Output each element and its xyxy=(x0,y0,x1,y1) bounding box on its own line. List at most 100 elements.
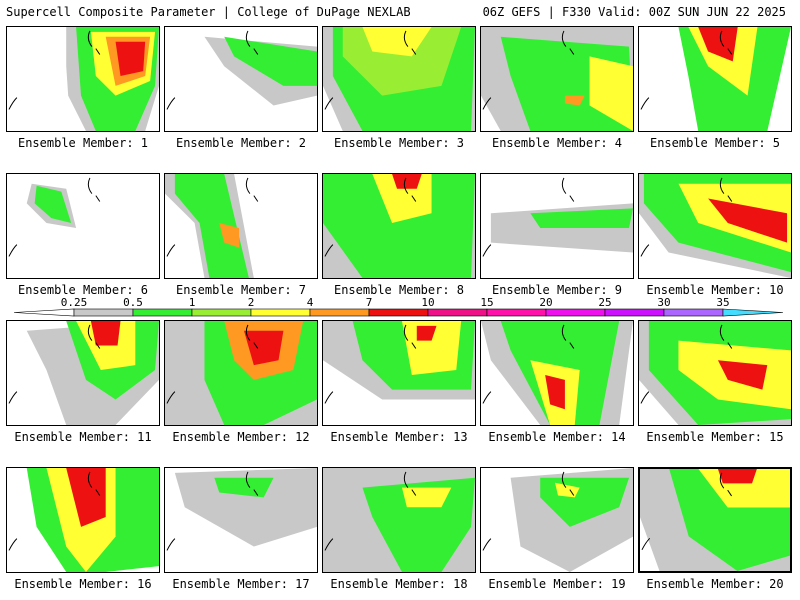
scp-contour-2 xyxy=(589,56,633,131)
ensemble-member-label: Ensemble Member: 8 xyxy=(333,283,465,297)
ensemble-member-label: Ensemble Member: 1 xyxy=(17,136,149,150)
ensemble-map-15 xyxy=(638,320,792,426)
ensemble-map-18 xyxy=(322,467,476,573)
coastline xyxy=(641,472,732,551)
legend-swatch-35 xyxy=(722,308,784,317)
legend-swatch-25 xyxy=(604,308,665,317)
ensemble-map-19 xyxy=(480,467,634,573)
scp-contour-0.25 xyxy=(174,468,317,547)
coastline xyxy=(8,177,101,257)
coastline xyxy=(482,30,575,110)
scp-contour-0.5 xyxy=(34,185,72,224)
scp-contour-7 xyxy=(66,468,106,527)
scp-contour-7 xyxy=(545,374,565,410)
ensemble-member-label: Ensemble Member: 6 xyxy=(17,283,149,297)
ensemble-map-2 xyxy=(164,26,318,132)
ensemble-member-label: Ensemble Member: 5 xyxy=(649,136,781,150)
ensemble-map-20 xyxy=(638,467,792,573)
scp-contour-7 xyxy=(392,174,422,189)
legend-tick-label: 4 xyxy=(307,296,314,309)
ensemble-map-13 xyxy=(322,320,476,426)
legend-tick-label: 0.5 xyxy=(123,296,143,309)
ensemble-map-3 xyxy=(322,26,476,132)
ensemble-map-14 xyxy=(480,320,634,426)
coastline xyxy=(324,324,417,404)
scp-contour-0.5 xyxy=(530,208,633,228)
map-title: Supercell Composite Parameter | College … xyxy=(6,5,411,19)
legend-tick-label: 35 xyxy=(716,296,729,309)
legend-tick-label: 1 xyxy=(189,296,196,309)
ensemble-map-16 xyxy=(6,467,160,573)
ensemble-member-label: Ensemble Member: 11 xyxy=(14,430,152,444)
legend-tick-label: 15 xyxy=(480,296,493,309)
ensemble-map-1 xyxy=(6,26,160,132)
coastline xyxy=(640,177,733,257)
ensemble-map-11 xyxy=(6,320,160,426)
ensemble-map-10 xyxy=(638,173,792,279)
scp-contour-2 xyxy=(401,321,462,375)
scp-contour-0.5 xyxy=(362,477,475,572)
ensemble-map-5 xyxy=(638,26,792,132)
ensemble-member-label: Ensemble Member: 18 xyxy=(330,577,468,591)
ensemble-member-label: Ensemble Member: 3 xyxy=(333,136,465,150)
ensemble-member-label: Ensemble Member: 13 xyxy=(330,430,468,444)
scp-contour-4 xyxy=(564,95,585,106)
coastline xyxy=(640,30,733,110)
scp-contour-2 xyxy=(76,321,136,371)
ensemble-member-label: Ensemble Member: 12 xyxy=(172,430,310,444)
coastline xyxy=(166,177,259,257)
scp-contour-7 xyxy=(708,198,788,243)
coastline xyxy=(640,324,733,404)
ensemble-member-label: Ensemble Member: 7 xyxy=(175,283,307,297)
ensemble-member-label: Ensemble Member: 4 xyxy=(491,136,623,150)
scp-contour-7 xyxy=(416,325,437,341)
scp-contour-2 xyxy=(555,482,580,498)
ensemble-member-label: Ensemble Member: 19 xyxy=(488,577,626,591)
legend-tick-label: 10 xyxy=(421,296,434,309)
run-valid-time: 06Z GEFS | F330 Valid: 00Z SUN JUN 22 20… xyxy=(482,5,786,19)
legend-swatch-15 xyxy=(486,308,547,317)
ensemble-member-label: Ensemble Member: 15 xyxy=(646,430,784,444)
coastline xyxy=(166,471,259,551)
coastline xyxy=(324,177,417,257)
ensemble-member-label: Ensemble Member: 20 xyxy=(646,577,784,591)
legend-tick-label: 7 xyxy=(366,296,373,309)
scp-contour-7 xyxy=(243,330,284,366)
ensemble-member-label: Ensemble Member: 9 xyxy=(491,283,623,297)
ensemble-map-7 xyxy=(164,173,318,279)
color-legend: 0.25 0.5 1 2 4 7 10 15 20 25 30 35 xyxy=(13,296,784,317)
scp-contour-7 xyxy=(717,360,768,390)
legend-tick-label: 0.25 xyxy=(61,296,88,309)
ensemble-map-6 xyxy=(6,173,160,279)
legend-low-arrow xyxy=(13,308,75,317)
ensemble-map-12 xyxy=(164,320,318,426)
scp-contour-0.5 xyxy=(323,174,475,278)
scp-contour-4 xyxy=(219,223,240,248)
coastline xyxy=(8,324,101,404)
ensemble-map-17 xyxy=(164,467,318,573)
coastline xyxy=(8,30,101,110)
legend-swatch-4 xyxy=(309,308,370,317)
scp-contour-7 xyxy=(115,41,146,77)
coastline xyxy=(482,471,575,551)
legend-swatch-7 xyxy=(368,308,429,317)
ensemble-member-label: Ensemble Member: 16 xyxy=(14,577,152,591)
scp-contour-2 xyxy=(362,27,432,57)
ensemble-member-label: Ensemble Member: 2 xyxy=(175,136,307,150)
ensemble-map-4 xyxy=(480,26,634,132)
coastline xyxy=(166,30,259,110)
legend-swatch-30 xyxy=(663,308,724,317)
ensemble-map-8 xyxy=(322,173,476,279)
legend-tick-label: 30 xyxy=(657,296,670,309)
ensemble-map-9 xyxy=(480,173,634,279)
ensemble-member-label: Ensemble Member: 17 xyxy=(172,577,310,591)
legend-tick-label: 20 xyxy=(539,296,552,309)
ensemble-member-label: Ensemble Member: 10 xyxy=(646,283,784,297)
coastline xyxy=(8,471,101,551)
legend-swatch-20 xyxy=(545,308,606,317)
legend-tick-label: 2 xyxy=(248,296,255,309)
legend-swatch-10 xyxy=(427,308,488,317)
legend-swatch-1 xyxy=(191,308,252,317)
coastline xyxy=(324,30,417,110)
scp-contour-0.5 xyxy=(224,36,317,86)
